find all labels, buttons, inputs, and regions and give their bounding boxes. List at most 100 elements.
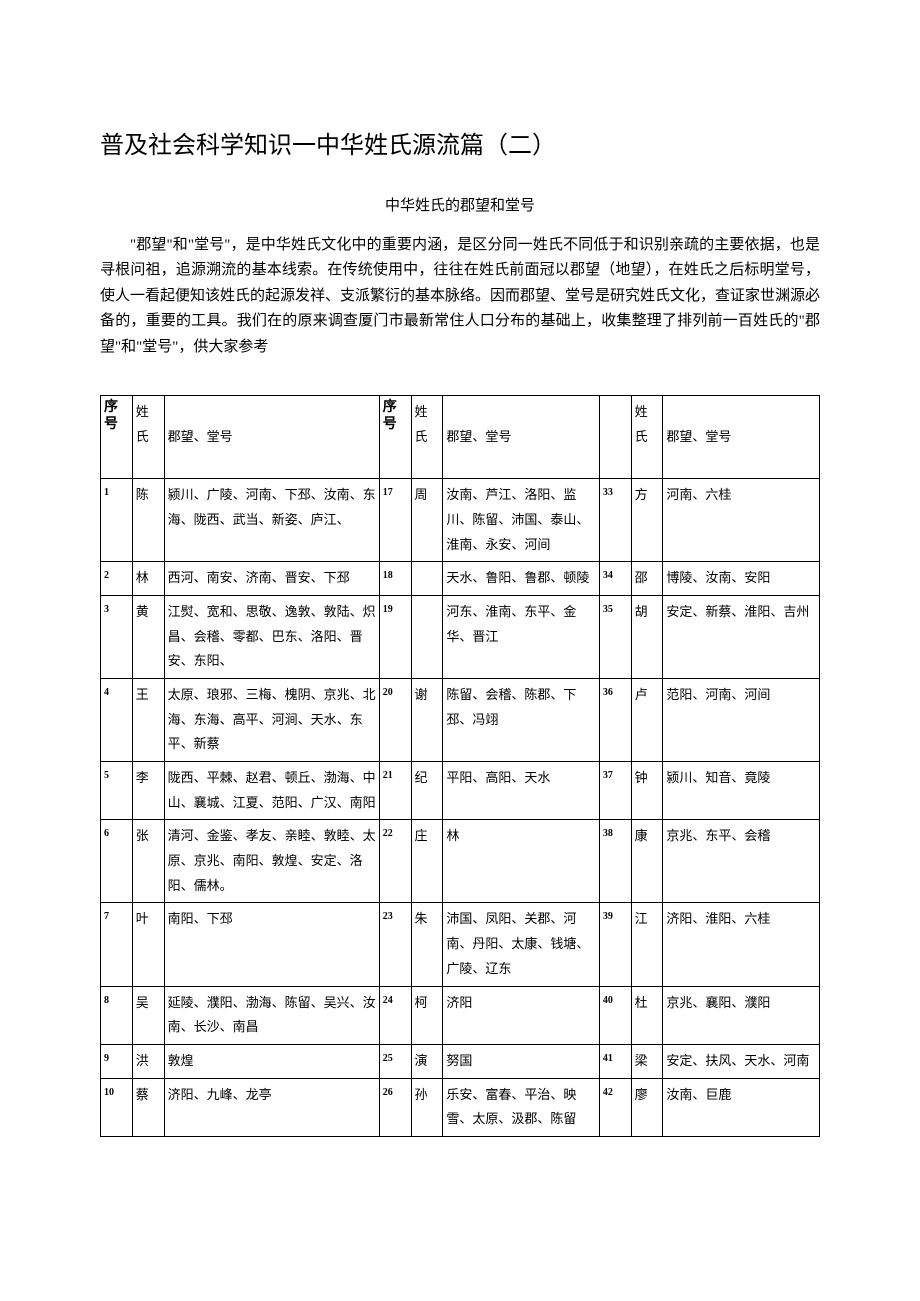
seq-a: 9 <box>101 1044 133 1078</box>
detail-c: 汝南、巨鹿 <box>663 1078 820 1136</box>
surname-b: 柯 <box>411 986 443 1044</box>
table-row: 5李陇西、平棘、赵君、顿丘、渤海、中山、襄城、江夏、范阳、广汉、南阳21纪平阳、… <box>101 762 820 820</box>
detail-c: 博陵、汝南、安阳 <box>663 562 820 596</box>
seq-b: 19 <box>379 595 411 678</box>
surname-b: 纪 <box>411 762 443 820</box>
surname-c: 卢 <box>631 678 663 761</box>
header-seq-1: 序号 <box>101 396 133 479</box>
detail-a: 延陵、濮阳、渤海、陈留、吴兴、汝南、长沙、南昌 <box>164 986 379 1044</box>
detail-c: 安定、新蔡、淮阳、吉州 <box>663 595 820 678</box>
surname-a: 蔡 <box>132 1078 164 1136</box>
table-row: 3黄江熨、宽和、思敬、逸敦、敦陆、炽昌、会稽、零都、巴东、洛阳、晋安、东阳、19… <box>101 595 820 678</box>
surname-a: 陈 <box>132 479 164 562</box>
table-row: 1陈颍川、广陵、河南、下邳、汝南、东海、陇西、武当、新姿、庐江、17周汝南、芦江… <box>101 479 820 562</box>
seq-c: 42 <box>599 1078 631 1136</box>
detail-b: 乐安、富春、平治、映雪、太原、汲郡、陈留 <box>443 1078 600 1136</box>
detail-a: 南阳、下邳 <box>164 903 379 986</box>
surname-a: 张 <box>132 820 164 903</box>
surname-c: 康 <box>631 820 663 903</box>
header-detail-2: 郡望、堂号 <box>443 396 600 479</box>
seq-a: 4 <box>101 678 133 761</box>
detail-a: 江熨、宽和、思敬、逸敦、敦陆、炽昌、会稽、零都、巴东、洛阳、晋安、东阳、 <box>164 595 379 678</box>
surname-b <box>411 562 443 596</box>
surname-b: 朱 <box>411 903 443 986</box>
header-detail-3: 郡望、堂号 <box>663 396 820 479</box>
header-detail-1: 郡望、堂号 <box>164 396 379 479</box>
surname-a: 林 <box>132 562 164 596</box>
seq-c: 38 <box>599 820 631 903</box>
detail-a: 太原、琅邪、三梅、槐阴、京兆、北海、东海、高平、河涧、天水、东平、新蔡 <box>164 678 379 761</box>
detail-b: 沛国、凤阳、关郡、河南、丹阳、太康、钱塘、广陵、辽东 <box>443 903 600 986</box>
seq-b: 17 <box>379 479 411 562</box>
header-surname-2: 姓 氏 <box>411 396 443 479</box>
surname-c: 梁 <box>631 1044 663 1078</box>
seq-c: 40 <box>599 986 631 1044</box>
detail-b: 天水、鲁阳、鲁郡、顿陵 <box>443 562 600 596</box>
detail-c: 颍川、知音、竟陵 <box>663 762 820 820</box>
header-surname-text-3: 姓氏 <box>635 404 648 444</box>
header-seq-2: 序号 <box>379 396 411 479</box>
table-row: 8吴延陵、濮阳、渤海、陈留、吴兴、汝南、长沙、南昌24柯济阳40杜京兆、襄阳、濮… <box>101 986 820 1044</box>
seq-c: 39 <box>599 903 631 986</box>
surname-a: 洪 <box>132 1044 164 1078</box>
seq-c: 35 <box>599 595 631 678</box>
surname-b: 演 <box>411 1044 443 1078</box>
surname-table: 序号 姓氏 郡望、堂号 序号 姓 氏 郡望、堂号 姓氏 郡望、堂号 1陈颍川、广… <box>100 395 820 1137</box>
surname-a: 黄 <box>132 595 164 678</box>
surname-a: 叶 <box>132 903 164 986</box>
table-row: 10蔡济阳、九峰、龙亭26孙乐安、富春、平治、映雪、太原、汲郡、陈留42廖汝南、… <box>101 1078 820 1136</box>
seq-c: 33 <box>599 479 631 562</box>
detail-b: 陈留、会稽、陈郡、下邳、冯翊 <box>443 678 600 761</box>
seq-c: 34 <box>599 562 631 596</box>
detail-a: 西河、南安、济南、晋安、下邳 <box>164 562 379 596</box>
table-header-row: 序号 姓氏 郡望、堂号 序号 姓 氏 郡望、堂号 姓氏 郡望、堂号 <box>101 396 820 479</box>
detail-a: 颍川、广陵、河南、下邳、汝南、东海、陇西、武当、新姿、庐江、 <box>164 479 379 562</box>
detail-a: 敦煌 <box>164 1044 379 1078</box>
seq-c: 36 <box>599 678 631 761</box>
seq-a: 6 <box>101 820 133 903</box>
surname-b: 谢 <box>411 678 443 761</box>
surname-a: 吴 <box>132 986 164 1044</box>
detail-c: 安定、扶风、天水、河南 <box>663 1044 820 1078</box>
detail-c: 济阳、淮阳、六桂 <box>663 903 820 986</box>
seq-c: 37 <box>599 762 631 820</box>
seq-b: 23 <box>379 903 411 986</box>
surname-b: 孙 <box>411 1078 443 1136</box>
table-row: 9洪敦煌25演努国41梁安定、扶风、天水、河南 <box>101 1044 820 1078</box>
detail-b: 河东、淮南、东平、金华、晋江 <box>443 595 600 678</box>
detail-c: 京兆、东平、会稽 <box>663 820 820 903</box>
header-shi: 氏 <box>415 429 428 444</box>
seq-a: 2 <box>101 562 133 596</box>
seq-b: 18 <box>379 562 411 596</box>
header-detail-text-3: 郡望、堂号 <box>666 429 731 444</box>
seq-c: 41 <box>599 1044 631 1078</box>
intro-paragraph: "郡望"和"堂号"，是中华姓氏文化中的重要内涵，是区分同一姓氏不同低于和识别亲疏… <box>100 233 820 361</box>
surname-c: 方 <box>631 479 663 562</box>
seq-a: 8 <box>101 986 133 1044</box>
seq-a: 3 <box>101 595 133 678</box>
header-seq-3 <box>599 396 631 479</box>
seq-b: 20 <box>379 678 411 761</box>
seq-a: 10 <box>101 1078 133 1136</box>
detail-c: 京兆、襄阳、濮阳 <box>663 986 820 1044</box>
surname-b: 庄 <box>411 820 443 903</box>
detail-b: 汝南、芦江、洛阳、监川、陈留、沛国、泰山、淮南、永安、河间 <box>443 479 600 562</box>
surname-a: 王 <box>132 678 164 761</box>
seq-a: 5 <box>101 762 133 820</box>
header-surname-short: 姓 <box>415 404 428 419</box>
surname-c: 廖 <box>631 1078 663 1136</box>
table-row: 4王太原、琅邪、三梅、槐阴、京兆、北海、东海、高平、河涧、天水、东平、新蔡20谢… <box>101 678 820 761</box>
surname-b: 周 <box>411 479 443 562</box>
detail-b: 努国 <box>443 1044 600 1078</box>
detail-b: 林 <box>443 820 600 903</box>
surname-c: 江 <box>631 903 663 986</box>
table-row: 7叶南阳、下邳23朱沛国、凤阳、关郡、河南、丹阳、太康、钱塘、广陵、辽东39江济… <box>101 903 820 986</box>
surname-b <box>411 595 443 678</box>
detail-b: 平阳、高阳、天水 <box>443 762 600 820</box>
detail-c: 范阳、河南、河间 <box>663 678 820 761</box>
seq-a: 7 <box>101 903 133 986</box>
detail-c: 河南、六桂 <box>663 479 820 562</box>
detail-a: 济阳、九峰、龙亭 <box>164 1078 379 1136</box>
header-detail-text-2: 郡望、堂号 <box>446 429 511 444</box>
surname-c: 杜 <box>631 986 663 1044</box>
